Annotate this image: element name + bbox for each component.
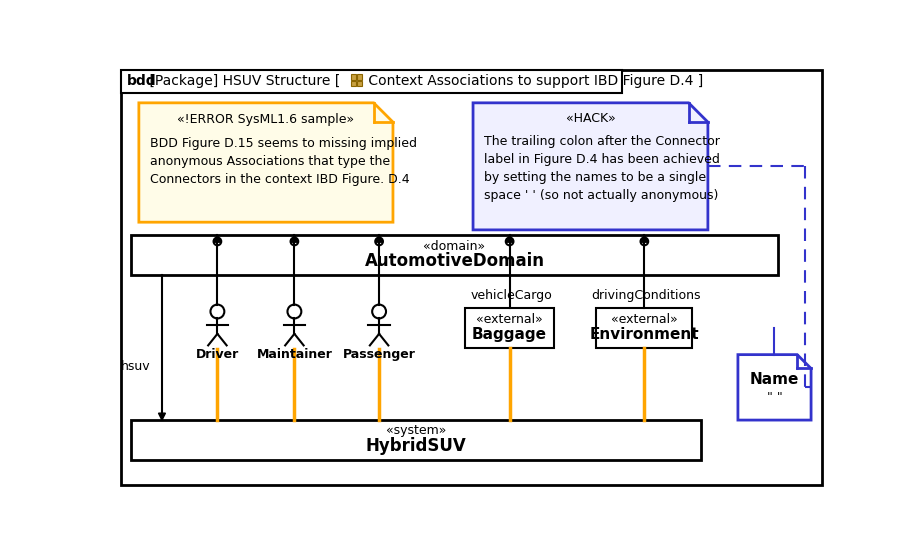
Text: Baggage: Baggage [471,327,547,342]
Text: «HACK»: «HACK» [565,112,615,125]
Text: BDD Figure D.15 seems to missing implied
anonymous Associations that type the
Co: BDD Figure D.15 seems to missing implied… [150,137,416,187]
Bar [131,420,700,460]
Text: hsuv: hsuv [120,360,150,373]
Polygon shape [737,355,811,420]
Bar [121,70,621,93]
Text: HybridSUV: HybridSUV [365,437,466,455]
Text: AutomotiveDomain: AutomotiveDomain [364,253,544,271]
Bar [465,309,553,349]
Text: «!ERROR SysML1.6 sample»: «!ERROR SysML1.6 sample» [177,113,354,126]
Text: vehicleCargo: vehicleCargo [470,289,551,302]
Text: Context Associations to support IBD Figure D.4 ]: Context Associations to support IBD Figu… [363,74,702,88]
Bar [357,74,362,80]
Polygon shape [290,236,298,242]
Text: «system»: «system» [385,424,446,438]
Text: Environment: Environment [589,327,698,342]
Text: drivingConditions: drivingConditions [591,289,700,302]
Text: The trailing colon after the Connector
label in Figure D.4 has been achieved
by : The trailing colon after the Connector l… [483,135,719,202]
Bar [131,236,777,275]
Text: Name: Name [749,372,799,386]
Bar [596,309,692,349]
Polygon shape [472,103,707,230]
Text: «external»: «external» [610,313,677,326]
Text: " ": " " [766,391,781,404]
Text: Passenger: Passenger [342,348,415,361]
Polygon shape [139,103,392,222]
Text: [Package] HSUV Structure [: [Package] HSUV Structure [ [145,74,340,88]
Text: Driver: Driver [196,348,239,361]
Bar [350,74,356,80]
Bar [357,81,362,86]
Polygon shape [158,413,165,420]
Polygon shape [641,236,647,242]
Polygon shape [375,236,382,242]
Polygon shape [505,236,513,242]
Text: «domain»: «domain» [423,239,485,253]
Polygon shape [214,236,221,242]
Text: «external»: «external» [476,313,542,326]
Text: bdd: bdd [127,74,156,88]
Text: Maintainer: Maintainer [256,348,332,361]
Bar [350,81,356,86]
